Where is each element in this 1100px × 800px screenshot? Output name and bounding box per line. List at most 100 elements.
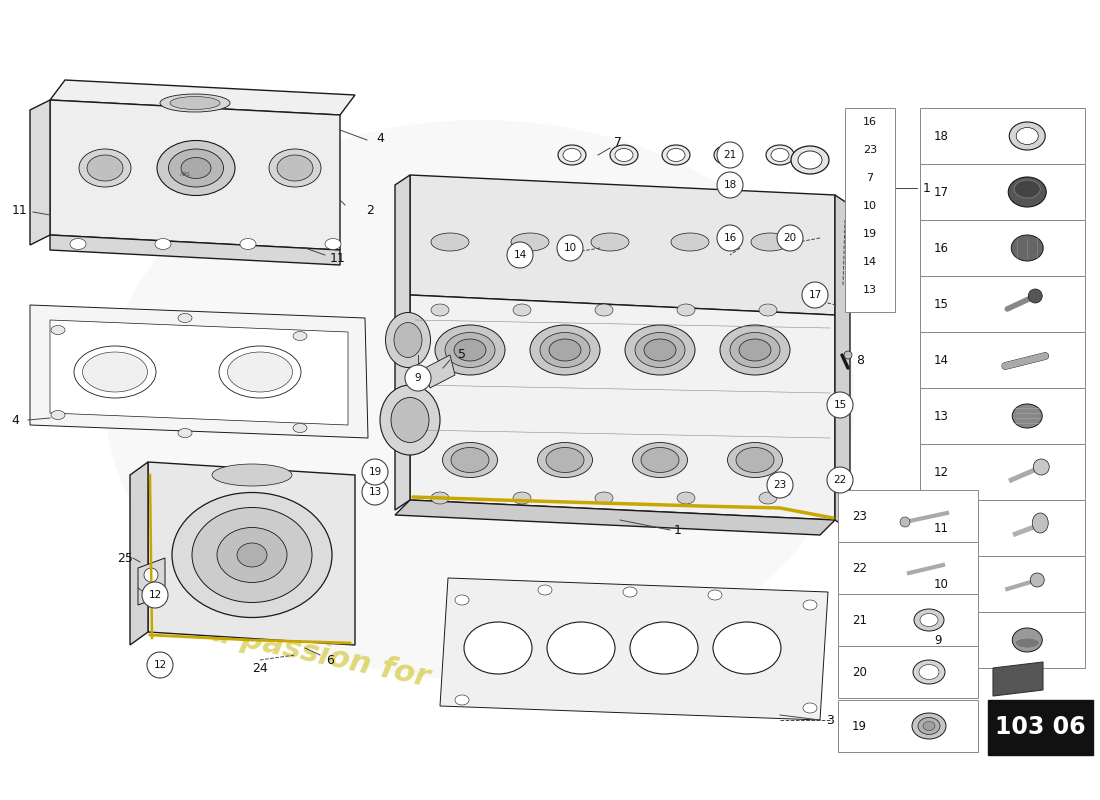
Ellipse shape <box>791 146 829 174</box>
Circle shape <box>717 225 743 251</box>
Circle shape <box>144 568 158 582</box>
Ellipse shape <box>546 447 584 473</box>
Ellipse shape <box>771 149 789 162</box>
Text: 9: 9 <box>934 634 942 646</box>
Bar <box>845 108 895 312</box>
Text: 4: 4 <box>376 131 384 145</box>
Ellipse shape <box>1016 127 1038 145</box>
Text: 20: 20 <box>852 666 867 678</box>
Ellipse shape <box>727 442 782 478</box>
Polygon shape <box>30 305 368 438</box>
Bar <box>920 388 1085 444</box>
Ellipse shape <box>446 333 495 367</box>
Ellipse shape <box>451 447 490 473</box>
Ellipse shape <box>671 233 710 251</box>
Ellipse shape <box>739 339 771 361</box>
Ellipse shape <box>610 145 638 165</box>
Text: 14: 14 <box>862 257 877 267</box>
Ellipse shape <box>1010 122 1045 150</box>
Ellipse shape <box>82 352 147 392</box>
Text: 23: 23 <box>862 145 877 155</box>
Bar <box>838 542 978 594</box>
Text: ABS: ABS <box>179 173 190 178</box>
Bar <box>838 490 978 542</box>
Ellipse shape <box>530 325 600 375</box>
Text: 10: 10 <box>864 201 877 211</box>
Ellipse shape <box>644 339 676 361</box>
Text: 10: 10 <box>934 578 949 590</box>
Ellipse shape <box>914 609 944 631</box>
Bar <box>838 594 978 646</box>
Ellipse shape <box>759 492 777 504</box>
Text: 10: 10 <box>563 243 576 253</box>
Ellipse shape <box>591 233 629 251</box>
Ellipse shape <box>1009 177 1046 207</box>
Text: 16: 16 <box>864 117 877 127</box>
Ellipse shape <box>172 493 332 618</box>
Ellipse shape <box>70 238 86 250</box>
Circle shape <box>900 517 910 527</box>
Ellipse shape <box>667 149 685 162</box>
Polygon shape <box>835 195 850 530</box>
Ellipse shape <box>79 149 131 187</box>
Text: 103 06: 103 06 <box>996 715 1086 739</box>
Bar <box>838 700 978 752</box>
Ellipse shape <box>51 326 65 334</box>
Bar <box>920 108 1085 164</box>
Ellipse shape <box>277 155 313 181</box>
Text: a passion for: a passion for <box>208 618 432 692</box>
Ellipse shape <box>293 331 307 341</box>
Text: 18: 18 <box>934 130 949 142</box>
Ellipse shape <box>293 423 307 433</box>
Text: 1: 1 <box>923 182 931 194</box>
Ellipse shape <box>615 149 632 162</box>
Ellipse shape <box>160 94 230 112</box>
Text: 19: 19 <box>862 229 877 239</box>
Ellipse shape <box>178 314 192 322</box>
Ellipse shape <box>1014 180 1041 198</box>
Circle shape <box>405 365 431 391</box>
Circle shape <box>557 235 583 261</box>
Ellipse shape <box>623 587 637 597</box>
Ellipse shape <box>431 492 449 504</box>
Text: 11: 11 <box>330 251 345 265</box>
Polygon shape <box>50 80 355 115</box>
Polygon shape <box>30 100 50 245</box>
Ellipse shape <box>538 442 593 478</box>
Circle shape <box>362 479 388 505</box>
Ellipse shape <box>798 151 822 169</box>
Polygon shape <box>410 175 835 315</box>
Circle shape <box>507 242 534 268</box>
Text: 12: 12 <box>153 660 166 670</box>
Ellipse shape <box>431 233 469 251</box>
Ellipse shape <box>918 665 939 679</box>
Text: 23: 23 <box>773 480 786 490</box>
Circle shape <box>802 282 828 308</box>
Ellipse shape <box>1012 404 1043 428</box>
Text: 12: 12 <box>934 466 949 478</box>
Ellipse shape <box>217 527 287 582</box>
Polygon shape <box>395 500 835 535</box>
Bar <box>920 444 1085 500</box>
Bar <box>988 700 1093 755</box>
Text: 19: 19 <box>368 467 382 477</box>
Ellipse shape <box>730 333 780 367</box>
Text: 5: 5 <box>458 349 466 362</box>
Polygon shape <box>410 295 835 520</box>
Text: 24: 24 <box>252 662 268 674</box>
Ellipse shape <box>549 339 581 361</box>
Ellipse shape <box>228 352 293 392</box>
Ellipse shape <box>803 600 817 610</box>
Ellipse shape <box>720 325 790 375</box>
Ellipse shape <box>676 304 695 316</box>
Polygon shape <box>148 462 355 645</box>
Ellipse shape <box>713 622 781 674</box>
Ellipse shape <box>394 322 422 358</box>
Ellipse shape <box>641 447 679 473</box>
Ellipse shape <box>912 713 946 739</box>
Ellipse shape <box>431 304 449 316</box>
Text: 11: 11 <box>934 522 949 534</box>
Ellipse shape <box>630 622 698 674</box>
Ellipse shape <box>632 442 688 478</box>
Ellipse shape <box>708 590 722 600</box>
